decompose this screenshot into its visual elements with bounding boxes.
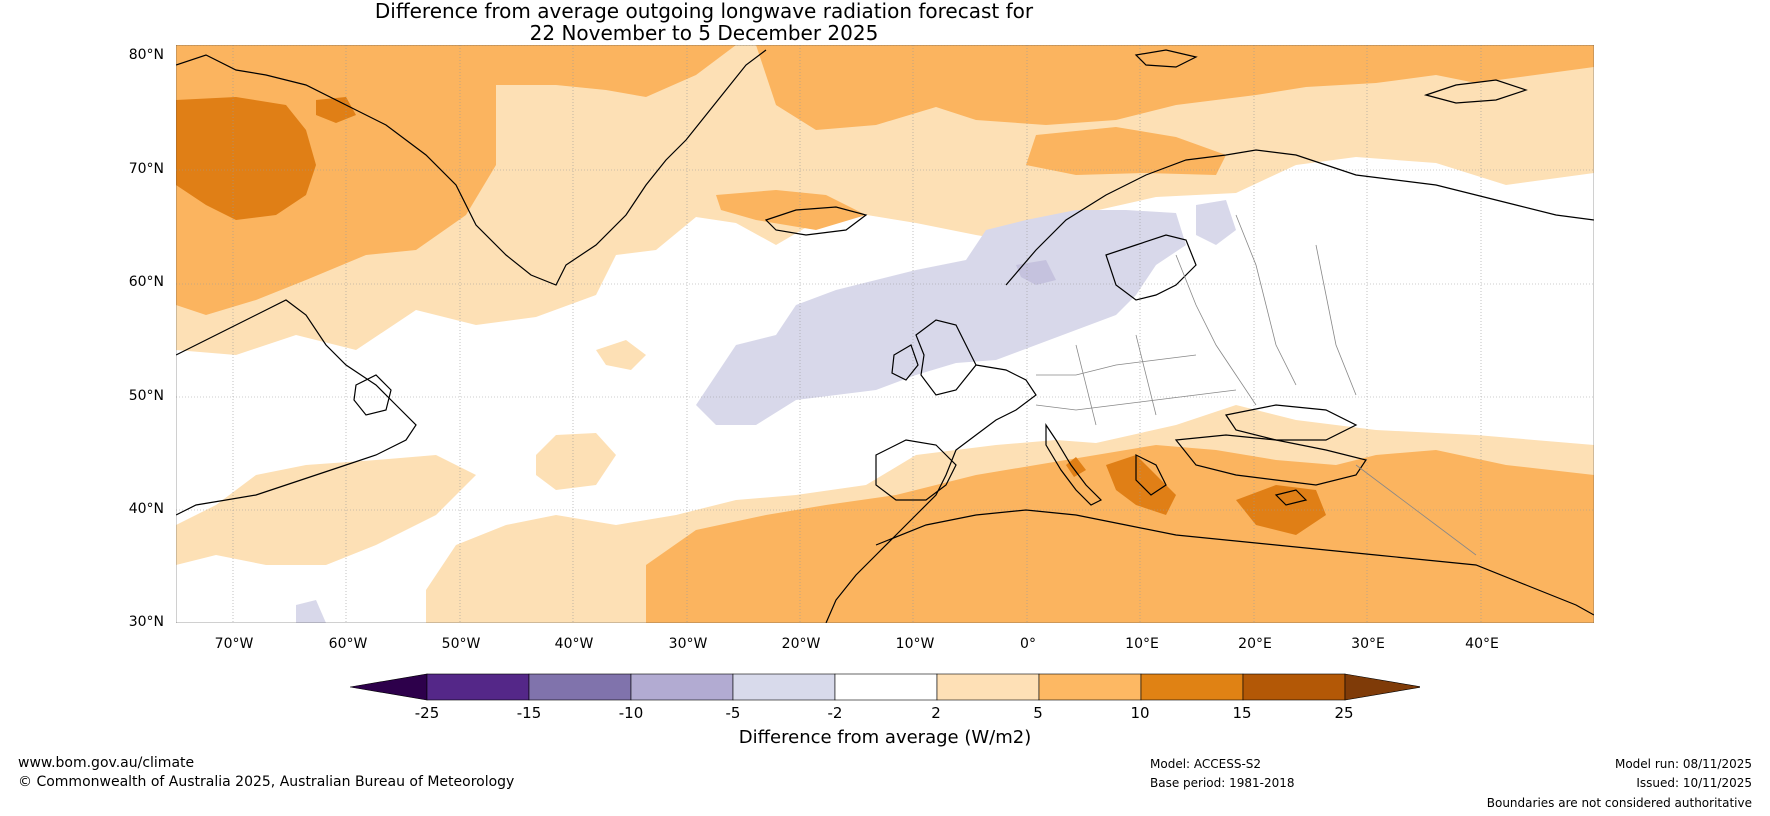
borders — [1035, 214, 1477, 556]
colorbar-tick: 25 — [1334, 704, 1354, 722]
colorbar-segment — [834, 673, 938, 701]
anomaly-positive-dark-tyrrhenian — [1066, 457, 1086, 477]
colorbar-title: Difference from average (W/m2) — [738, 727, 1032, 748]
anomaly-positive-light-azores — [596, 340, 646, 370]
lon-label-0: 0° — [1020, 636, 1036, 652]
footer-disclaimer: Boundaries are not considered authoritat… — [1486, 796, 1752, 810]
anomaly-negative-light-purple — [696, 210, 1186, 425]
anomaly-positive-orange-mediterranean — [646, 445, 1594, 623]
coastline-ireland — [891, 344, 919, 381]
colorbar-tick: -25 — [414, 704, 440, 722]
colorbar-tick: 2 — [931, 704, 941, 722]
coastline-canada — [176, 299, 417, 516]
footer-model: Model: ACCESS-S2 — [1150, 757, 1262, 771]
footer-issued: Issued: 10/11/2025 — [1636, 776, 1752, 790]
lon-label-20e: 20°E — [1238, 636, 1272, 652]
coastline-greenland — [176, 49, 767, 286]
anomaly-negative-light-purple-baltic — [1196, 200, 1236, 245]
lon-label-40e: 40°E — [1465, 636, 1499, 652]
colorbar-segment — [1140, 673, 1244, 701]
anomaly-positive-dark-baffin-patch — [316, 97, 356, 123]
anomaly-positive-dark-greenland — [176, 97, 316, 220]
chart-title-line1: Difference from average outgoing longwav… — [374, 0, 1034, 23]
anomaly-negative-purple-skagerrak — [1016, 260, 1056, 285]
coastline-british-isles — [915, 319, 977, 396]
colorbar-segment — [1242, 673, 1346, 701]
anomaly-positive-orange-iceland — [716, 190, 866, 230]
colorbar-tick: 10 — [1130, 704, 1150, 722]
coastline-scandinavia — [1005, 149, 1594, 286]
lon-label-10e: 10°E — [1125, 636, 1159, 652]
colorbar-tick: -5 — [725, 704, 741, 722]
anomaly-positive-light-north — [176, 45, 1594, 355]
colorbar-extension-high — [1344, 673, 1420, 701]
lon-label-70w: 70°W — [214, 636, 254, 652]
coastline-novaya-zemlya — [1423, 79, 1528, 104]
coastline-newfoundland — [353, 374, 392, 416]
lon-label-60w: 60°W — [328, 636, 368, 652]
colorbar-segment — [732, 673, 836, 701]
colorbar-tick: -2 — [827, 704, 843, 722]
lon-label-30w: 30°W — [668, 636, 708, 652]
lat-label-40n: 40°N — [128, 501, 164, 517]
colorbar-segment — [1038, 673, 1142, 701]
colorbar-segment — [528, 673, 632, 701]
footer-website: www.bom.gov.au/climate — [18, 755, 195, 771]
lon-label-50w: 50°W — [441, 636, 481, 652]
lat-label-30n: 30°N — [128, 614, 164, 630]
coastline-cyprus — [1274, 489, 1308, 506]
coastline-turkey — [1174, 434, 1367, 486]
coastline-north-africa — [875, 509, 1594, 616]
lon-label-10w: 10°W — [895, 636, 935, 652]
coastline-greece — [1135, 454, 1167, 496]
colorbar-extension-low — [350, 673, 428, 701]
colorbar-segment — [426, 673, 530, 701]
olr-anomaly-map — [176, 45, 1594, 623]
graticule — [176, 45, 1594, 623]
lon-label-40w: 40°W — [554, 636, 594, 652]
footer-copyright: © Commonwealth of Australia 2025, Austra… — [18, 774, 515, 790]
coastlines — [176, 49, 1594, 623]
colorbar-tick: 15 — [1232, 704, 1252, 722]
colorbar-tick: -10 — [618, 704, 644, 722]
coastline-baltic — [1105, 234, 1197, 301]
chart-title-line2: 22 November to 5 December 2025 — [529, 21, 879, 45]
colorbar-segment — [936, 673, 1040, 701]
footer-model-run: Model run: 08/11/2025 — [1614, 757, 1752, 771]
coastline-black-sea — [1225, 404, 1358, 441]
coastline-iceland — [764, 206, 868, 236]
coastline-europe-west — [825, 364, 1037, 623]
coastline-italy — [1045, 423, 1103, 506]
anomaly-positive-orange-barents — [1026, 127, 1226, 175]
coastline-svalbard — [1134, 49, 1198, 68]
anomaly-positive-orange-arctic — [756, 45, 1594, 130]
lat-label-50n: 50°N — [128, 388, 164, 404]
colorbar — [350, 673, 1420, 701]
colorbar-tick: 5 — [1033, 704, 1043, 722]
colorbar-segment — [630, 673, 734, 701]
lon-label-20w: 20°W — [781, 636, 821, 652]
lat-label-80n: 80°N — [128, 47, 164, 63]
anomaly-negative-small-south — [296, 600, 326, 623]
coastline-iberia — [875, 439, 957, 501]
colorbar-tick: -15 — [516, 704, 542, 722]
lat-label-60n: 60°N — [128, 274, 164, 290]
footer-base-period: Base period: 1981-2018 — [1150, 776, 1295, 790]
lon-label-30e: 30°E — [1351, 636, 1385, 652]
anomaly-positive-light-midatlantic — [536, 433, 616, 490]
lat-label-70n: 70°N — [128, 161, 164, 177]
